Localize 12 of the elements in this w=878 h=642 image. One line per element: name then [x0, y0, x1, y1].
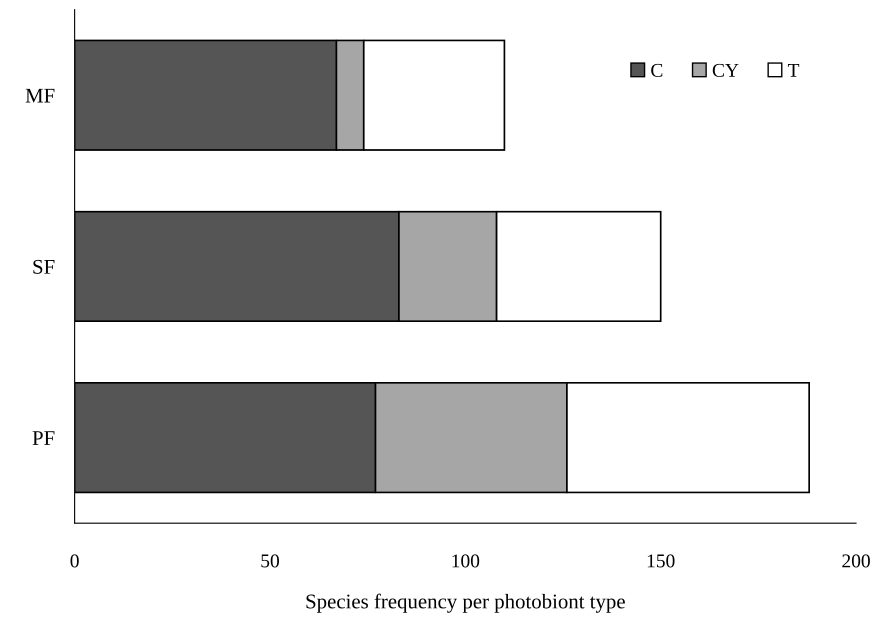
legend-label: C	[651, 64, 662, 77]
y-tick-label: PF	[32, 431, 54, 445]
y-tick-label: MF	[26, 88, 54, 102]
legend-label: T	[788, 64, 800, 77]
y-tick-label: SF	[33, 260, 54, 274]
x-tick-label: 0	[70, 554, 79, 568]
x-tick-label: 200	[842, 554, 870, 568]
x-tick-label: 100	[452, 554, 480, 568]
x-tick-label: 50	[261, 554, 279, 568]
x-axis-title: Species frequency per photobiont type	[306, 594, 625, 613]
x-tick-label: 150	[648, 554, 675, 568]
legend-label: CY	[712, 64, 738, 77]
